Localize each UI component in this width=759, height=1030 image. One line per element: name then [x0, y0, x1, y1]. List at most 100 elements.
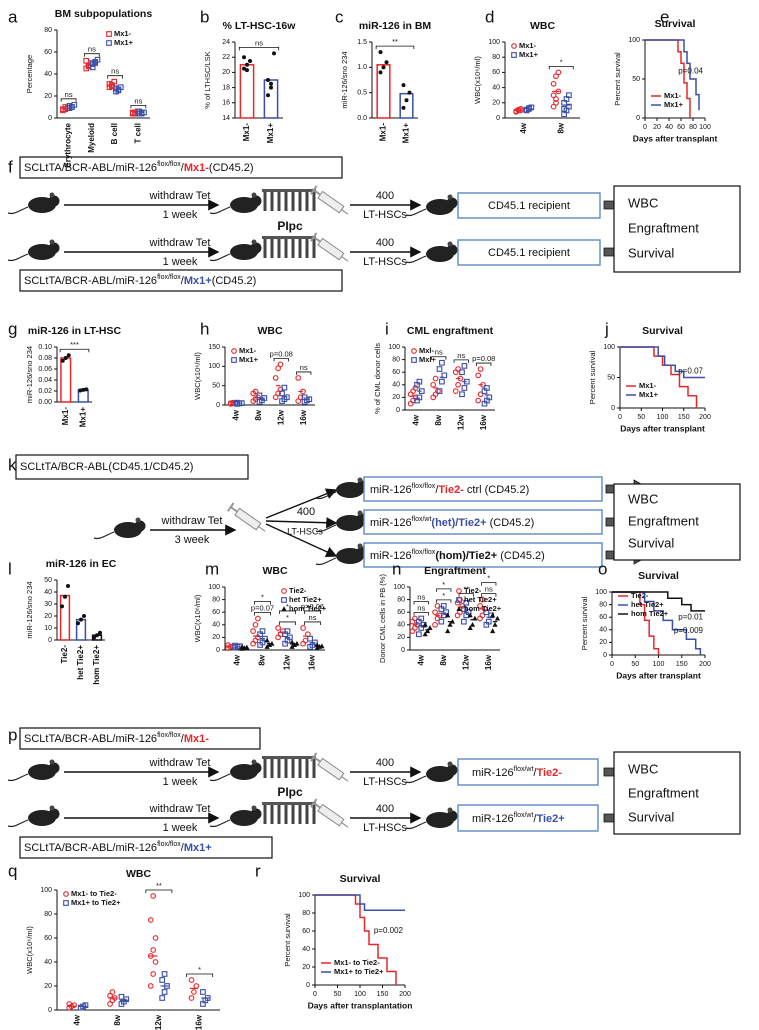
y-tick-label: 60: [212, 609, 220, 616]
x-tick-label: 16w: [484, 654, 493, 670]
point: [269, 81, 273, 86]
x-tick-label: 40: [665, 124, 673, 131]
y-tick-label: 20: [302, 964, 310, 971]
step: withdraw Tet: [161, 515, 223, 527]
significance-bracket: [481, 593, 497, 597]
significance-bracket: [273, 358, 289, 362]
point: [566, 92, 572, 99]
legend-label: Mx1+: [664, 100, 684, 109]
label-part: Tie2-: [438, 484, 464, 496]
y-axis-label: WBC(x10⁶/ml): [25, 926, 34, 974]
readout: Engraftment: [628, 220, 699, 235]
readout: Survival: [628, 809, 674, 824]
significance-label: ns: [485, 585, 493, 594]
point: [412, 385, 419, 391]
significance-bracket: [296, 371, 312, 375]
x-tick-label: 16w: [195, 1014, 204, 1030]
significance-bracket: [304, 610, 321, 614]
y-tick-label: 80: [212, 596, 220, 603]
label-part: miR-126: [370, 484, 412, 496]
point: [161, 971, 168, 977]
point: [255, 615, 261, 622]
recipient-box: [363, 542, 603, 568]
point: [477, 603, 483, 609]
legend-label: Mx1+ to Tie2+: [334, 967, 384, 976]
point: [467, 625, 473, 630]
x-tick-label: 50: [334, 991, 342, 998]
y-axis-label: miR-126/sno 234: [25, 581, 34, 638]
point: [439, 378, 445, 385]
x-tick-label: 12w: [461, 654, 470, 670]
point: [475, 372, 482, 379]
survival-curve: [315, 894, 397, 985]
x-tick-label: T cell: [133, 123, 142, 143]
x-tick-label: B cell: [110, 123, 119, 144]
point: [401, 105, 406, 110]
chart-title: CML engraftment: [407, 325, 494, 337]
duration: 3 week: [175, 534, 210, 546]
point: [490, 628, 496, 634]
legend-label: Mx1+: [239, 355, 259, 364]
point: [443, 609, 450, 616]
genotype-box: [19, 269, 343, 292]
significance-label: ***: [70, 340, 79, 349]
point: [147, 917, 154, 923]
legend-label: Mx1-: [519, 41, 537, 50]
significance-bracket: [436, 599, 452, 603]
panel-letter: d: [485, 7, 494, 26]
chart-title: Survival: [642, 325, 683, 337]
readout-box: [613, 751, 741, 835]
y-tick-label: 0: [396, 407, 400, 414]
point: [95, 633, 99, 638]
x-tick-label: 200: [699, 414, 711, 421]
y-tick-label: 100: [40, 887, 52, 894]
label-part: SCLtTA/BCR-ABL/miR-126: [24, 162, 157, 174]
panel-letter: f: [8, 157, 13, 176]
point: [63, 356, 68, 360]
x-tick-label: 0: [610, 661, 614, 668]
y-tick-label: 40: [302, 946, 310, 953]
recipient-box: [457, 192, 601, 219]
readout: Survival: [628, 245, 674, 260]
diagram-p: p SCLtTA/BCR-ABL/miR-126flox/flox/Mx1- w…: [7, 725, 741, 859]
significance-label: ns: [134, 96, 142, 105]
panel-letter: m: [205, 559, 219, 578]
point: [449, 618, 456, 624]
x-tick-label: Mx1+: [266, 123, 275, 144]
step: withdraw Tet: [149, 803, 211, 815]
x-tick-label: 100: [699, 124, 711, 131]
y-tick-label: 0: [603, 652, 607, 659]
significance-bracket: [476, 362, 492, 367]
x-tick-label: 16w: [479, 414, 488, 430]
point: [432, 621, 438, 628]
significance-bracket: [548, 66, 574, 70]
point: [412, 615, 418, 622]
point: [159, 977, 166, 983]
y-tick-label: 0.04: [38, 377, 52, 384]
significance-label: *: [487, 574, 490, 583]
significance-bracket: [413, 601, 429, 605]
y-tick-label: 0: [48, 637, 52, 644]
point: [459, 369, 465, 376]
point: [407, 400, 414, 407]
cell-count: 400: [376, 757, 394, 769]
recipient-box: [363, 476, 603, 502]
duration: 1 week: [163, 256, 198, 268]
point: [60, 604, 64, 609]
panel-letter: o: [598, 559, 607, 578]
legend-label: Tie2-: [631, 591, 649, 600]
panel-letter: l: [8, 559, 12, 578]
point: [295, 398, 302, 404]
y-tick-label: 0: [636, 115, 640, 122]
label-part: SCLtTA/BCR-ABL/miR-126: [24, 275, 157, 287]
chart-title: BM subpopulations: [55, 8, 153, 20]
readout: WBC: [628, 761, 658, 776]
point: [63, 594, 67, 599]
x-tick-label: 20: [653, 124, 661, 131]
x-tick-label: 8w: [113, 1014, 122, 1025]
y-tick-label: 18: [222, 84, 230, 91]
cell-type: LT-HSCs: [363, 209, 407, 221]
point: [266, 642, 273, 647]
label-part: /: [533, 767, 537, 779]
